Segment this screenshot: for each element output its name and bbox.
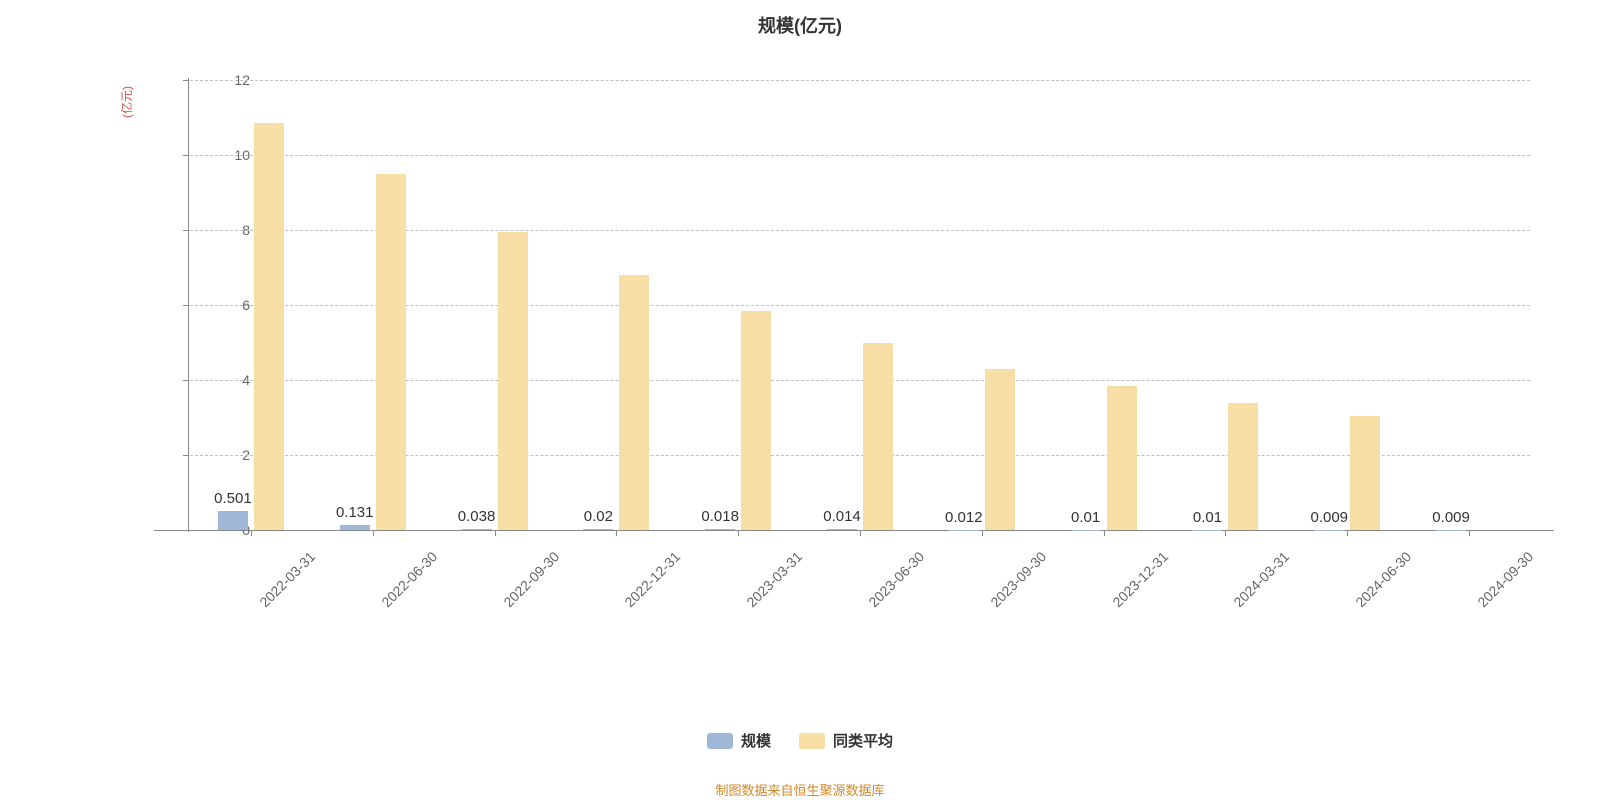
bar-value-label: 0.009 <box>1310 509 1348 526</box>
bar-peer-avg <box>376 174 406 530</box>
y-tick-mark <box>183 80 189 81</box>
legend-label: 同类平均 <box>833 730 893 751</box>
x-tick-mark <box>860 530 861 536</box>
bar-value-label: 0.018 <box>701 508 739 525</box>
bar-peer-avg <box>985 369 1015 530</box>
x-tick-mark <box>616 530 617 536</box>
x-tick-mark <box>1347 530 1348 536</box>
bar-value-label: 0.012 <box>945 509 983 526</box>
x-axis-line <box>154 530 1554 531</box>
y-tick-mark <box>183 380 189 381</box>
x-tick-mark <box>251 530 252 536</box>
bar-scale <box>827 529 857 530</box>
x-tick-mark <box>1225 530 1226 536</box>
grid-line <box>190 80 1530 81</box>
x-tick-label: 2022-03-31 <box>256 548 318 610</box>
bar-value-label: 0.02 <box>584 508 613 525</box>
legend: 规模 同类平均 <box>0 730 1600 751</box>
x-tick-label: 2022-12-31 <box>622 548 684 610</box>
x-tick-label: 2023-06-30 <box>865 548 927 610</box>
bar-peer-avg <box>741 311 771 530</box>
y-tick-mark <box>183 230 189 231</box>
bar-scale <box>340 525 370 530</box>
bar-value-label: 0.501 <box>214 490 252 507</box>
y-tick-mark <box>183 155 189 156</box>
legend-item: 规模 <box>707 730 771 751</box>
y-tick-mark <box>183 455 189 456</box>
bar-scale <box>462 529 492 530</box>
bar-value-label: 0.038 <box>458 508 496 525</box>
bar-value-label: 0.131 <box>336 504 374 521</box>
legend-label: 规模 <box>741 730 771 751</box>
bar-scale <box>583 529 613 530</box>
x-tick-mark <box>1469 530 1470 536</box>
x-tick-label: 2024-06-30 <box>1353 548 1415 610</box>
bar-peer-avg <box>863 343 893 531</box>
x-tick-label: 2023-09-30 <box>987 548 1049 610</box>
x-tick-mark <box>982 530 983 536</box>
legend-item: 同类平均 <box>799 730 893 751</box>
bar-value-label: 0.014 <box>823 508 861 525</box>
grid-line <box>190 155 1530 156</box>
bar-peer-avg <box>1350 416 1380 530</box>
x-tick-label: 2022-09-30 <box>500 548 562 610</box>
x-tick-label: 2023-03-31 <box>743 548 805 610</box>
bar-peer-avg <box>1107 386 1137 530</box>
bar-peer-avg <box>254 123 284 530</box>
x-tick-label: 2023-12-31 <box>1109 548 1171 610</box>
x-tick-mark <box>738 530 739 536</box>
y-tick-mark <box>183 530 189 531</box>
bar-scale <box>218 511 248 530</box>
chart-title: 规模(亿元) <box>0 12 1600 38</box>
bar-value-label: 0.01 <box>1071 509 1100 526</box>
bar-peer-avg <box>498 232 528 530</box>
x-tick-mark <box>495 530 496 536</box>
bar-scale <box>705 529 735 530</box>
legend-swatch <box>707 733 733 749</box>
plot-area: 0.501 0.131 0.038 0.02 0.018 0.014 0.012 0.01 0.… <box>190 80 1530 530</box>
legend-swatch <box>799 733 825 749</box>
y-axis-label: (亿元) <box>118 86 135 118</box>
bar-value-label: 0.009 <box>1432 509 1470 526</box>
x-tick-mark <box>1104 530 1105 536</box>
x-tick-label: 2024-09-30 <box>1474 548 1536 610</box>
x-tick-label: 2022-06-30 <box>378 548 440 610</box>
x-tick-label: 2024-03-31 <box>1231 548 1293 610</box>
scale-bar-chart: 规模(亿元) (亿元) 024681012 0.5010.1310.0380.0… <box>0 0 1600 800</box>
bar-value-label: 0.01 <box>1193 509 1222 526</box>
bar-peer-avg <box>619 275 649 530</box>
y-tick-mark <box>183 305 189 306</box>
x-tick-mark <box>373 530 374 536</box>
bar-peer-avg <box>1228 403 1258 531</box>
attribution-text: 制图数据来自恒生聚源数据库 <box>0 780 1600 799</box>
